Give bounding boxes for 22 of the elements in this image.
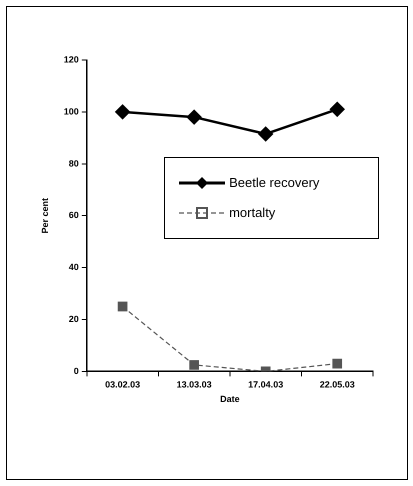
point: [115, 104, 130, 120]
legend-label: mortalty: [229, 205, 276, 220]
point: [186, 110, 202, 124]
point: [330, 102, 344, 117]
y-tick-label: 60: [68, 210, 79, 220]
y-axis-title: Per cent: [40, 198, 50, 234]
point: [332, 358, 342, 368]
point: [118, 302, 128, 312]
x-tick-label: 03.02.03: [105, 379, 140, 390]
x-tick-label: 17.04.03: [248, 379, 284, 390]
y-tick-label: 40: [68, 262, 79, 272]
y-tick-label: 80: [68, 158, 79, 168]
legend-label: Beetle recovery: [229, 175, 320, 190]
point: [258, 126, 273, 142]
x-tick-label: 22.05.03: [320, 379, 355, 390]
x-axis-title: Date: [220, 394, 240, 404]
point: [189, 360, 199, 370]
y-tick-label: 0: [74, 366, 79, 376]
y-tick-label: 120: [64, 54, 79, 64]
x-tick-label: 13.03.03: [176, 379, 212, 390]
y-tick-label: 100: [64, 106, 79, 116]
y-tick-label: 20: [68, 314, 79, 324]
